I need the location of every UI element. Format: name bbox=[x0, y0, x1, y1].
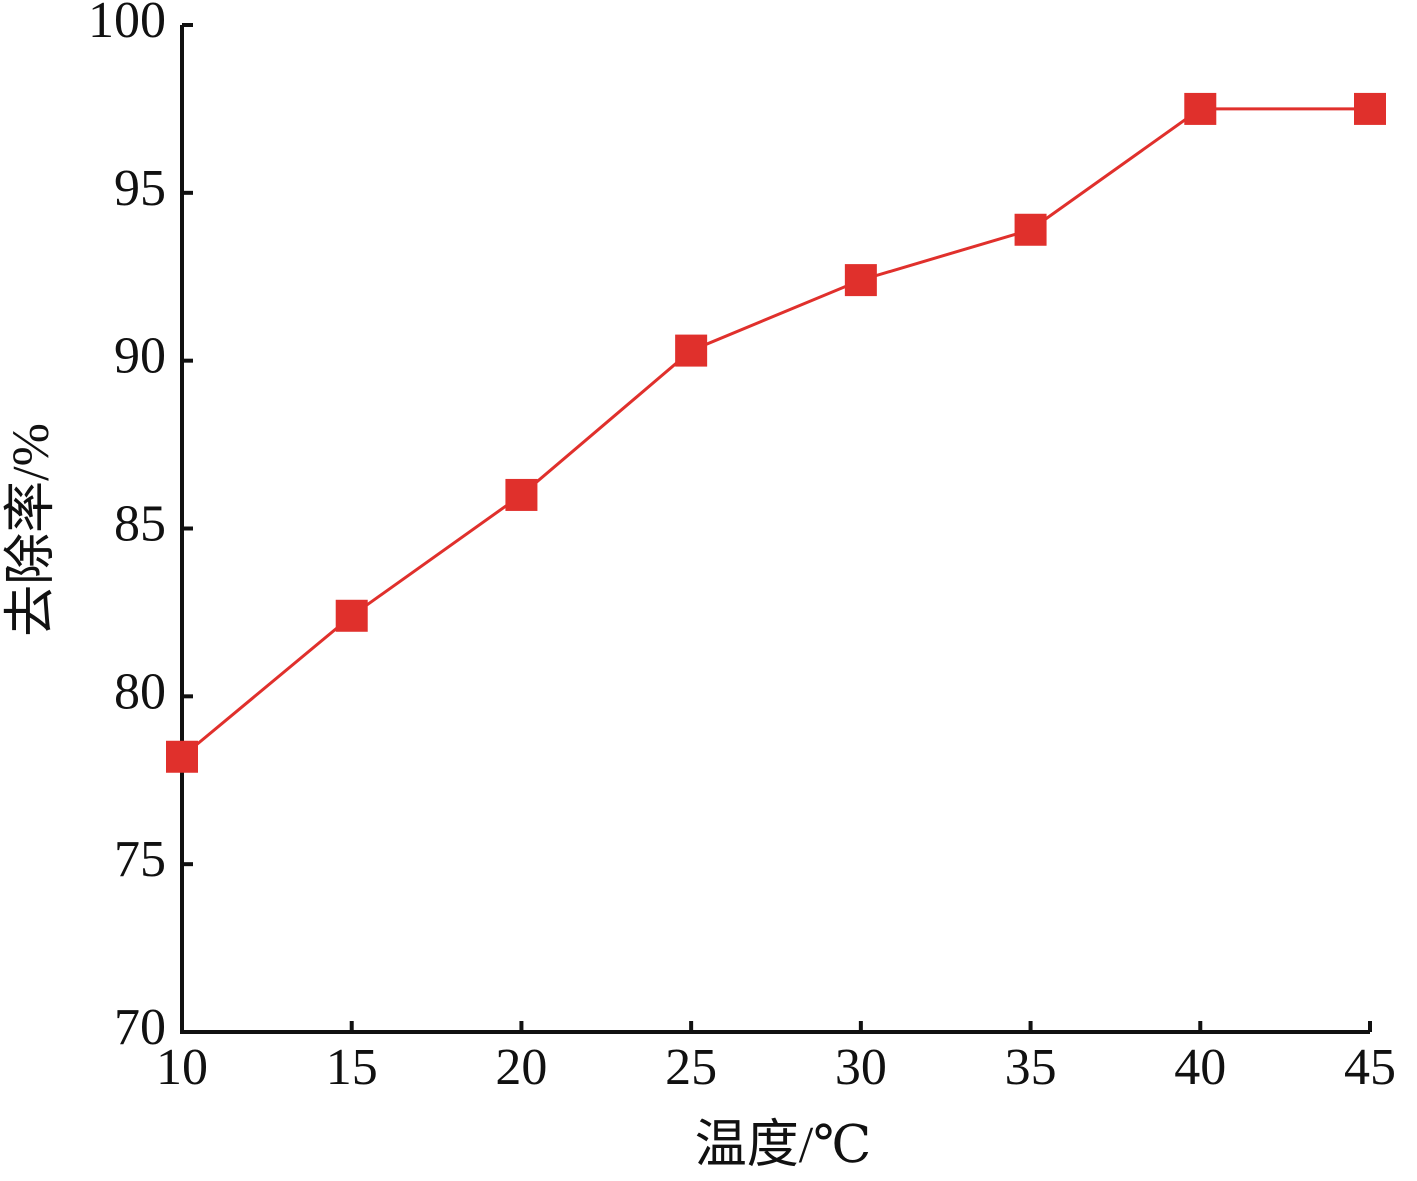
x-tick-label: 35 bbox=[1005, 1039, 1057, 1096]
x-tick-label: 10 bbox=[156, 1039, 208, 1096]
x-tick-label: 40 bbox=[1174, 1039, 1226, 1096]
y-tick-label: 100 bbox=[88, 0, 166, 49]
marker bbox=[675, 334, 708, 367]
marker bbox=[1014, 213, 1047, 246]
x-tick-label: 25 bbox=[665, 1039, 717, 1096]
marker bbox=[505, 478, 538, 511]
x-tick-label: 30 bbox=[835, 1039, 887, 1096]
x-tick-label: 45 bbox=[1344, 1039, 1396, 1096]
marker bbox=[335, 599, 368, 632]
y-tick-label: 85 bbox=[114, 495, 166, 552]
y-tick-label: 90 bbox=[114, 328, 166, 385]
y-tick-label: 95 bbox=[114, 160, 166, 217]
x-tick-label: 20 bbox=[495, 1039, 547, 1096]
y-tick-label: 70 bbox=[114, 999, 166, 1056]
marker bbox=[166, 740, 198, 773]
marker bbox=[844, 264, 877, 297]
marker bbox=[1354, 92, 1386, 125]
series-line bbox=[181, 107, 1370, 758]
y-axis-label: 去除率/% bbox=[3, 423, 60, 637]
y-tick-label: 80 bbox=[114, 663, 166, 720]
x-tick-label: 15 bbox=[326, 1039, 378, 1096]
x-axis-label: 温度/℃ bbox=[695, 1117, 872, 1174]
marker bbox=[1184, 92, 1217, 125]
y-tick-label: 75 bbox=[114, 831, 166, 888]
